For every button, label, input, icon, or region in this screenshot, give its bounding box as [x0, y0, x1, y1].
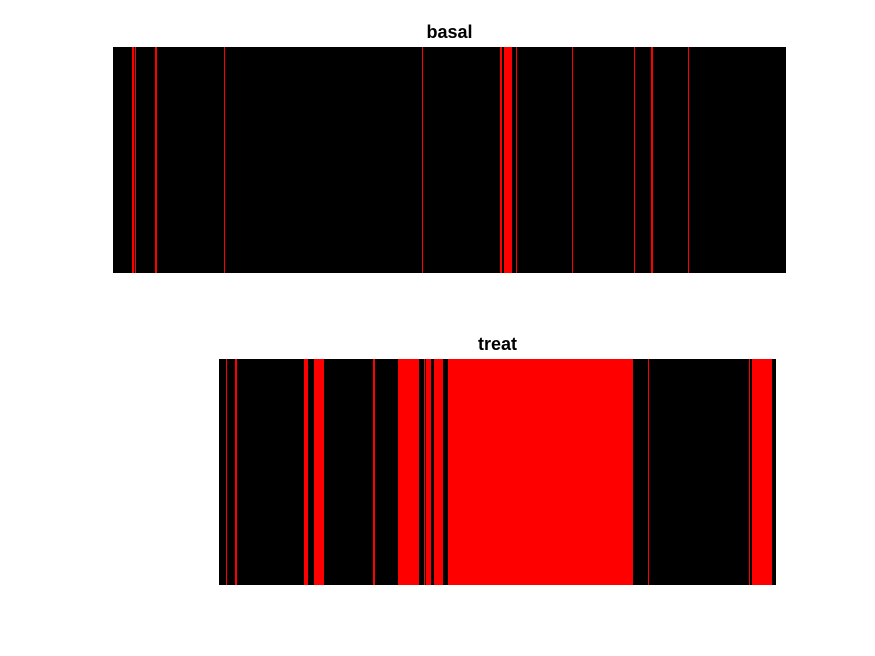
treat-event-10 — [648, 359, 649, 585]
basal-event-0 — [132, 47, 134, 273]
treat-plot — [219, 359, 776, 585]
treat-panel: treat — [219, 334, 776, 585]
treat-raster — [219, 359, 776, 585]
basal-event-3 — [224, 47, 225, 273]
treat-event-2 — [304, 359, 308, 585]
basal-raster — [113, 47, 786, 273]
treat-event-6 — [424, 359, 425, 585]
treat-event-9 — [448, 359, 633, 585]
treat-event-7 — [426, 359, 431, 585]
treat-event-4 — [373, 359, 375, 585]
basal-background — [113, 47, 786, 273]
basal-event-1 — [135, 47, 136, 273]
treat-event-8 — [434, 359, 443, 585]
treat-title: treat — [477, 334, 517, 354]
treat-event-1 — [235, 359, 237, 585]
basal-event-9 — [634, 47, 635, 273]
basal-event-5 — [500, 47, 502, 273]
basal-event-2 — [155, 47, 157, 273]
basal-plot — [113, 47, 786, 273]
treat-event-0 — [226, 359, 227, 585]
basal-event-11 — [688, 47, 689, 273]
treat-event-5 — [398, 359, 419, 585]
treat-event-11 — [749, 359, 750, 585]
basal-event-7 — [516, 47, 517, 273]
basal-event-6 — [504, 47, 512, 273]
basal-panel: basal — [113, 22, 786, 273]
treat-event-3 — [314, 359, 324, 585]
basal-event-10 — [651, 47, 653, 273]
treat-event-12 — [752, 359, 772, 585]
basal-event-8 — [572, 47, 573, 273]
basal-title: basal — [426, 22, 473, 42]
basal-event-4 — [422, 47, 423, 273]
